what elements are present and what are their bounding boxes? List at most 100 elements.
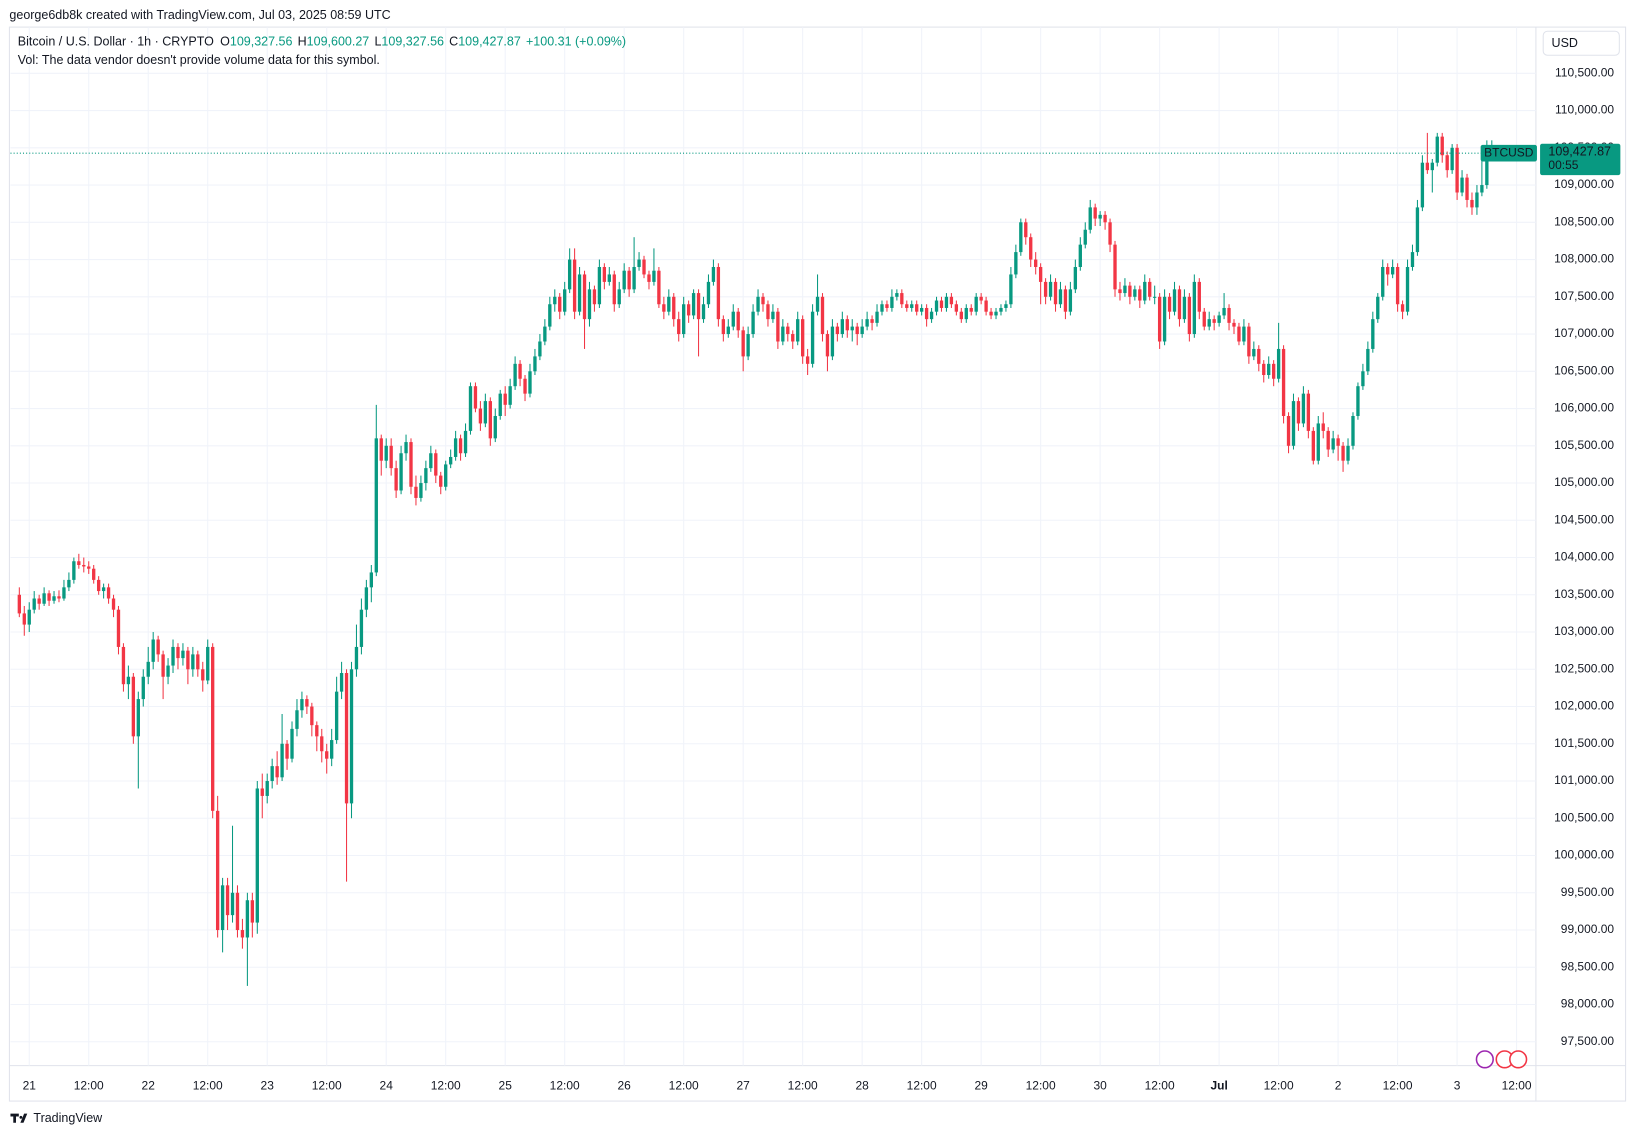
legend-key: O <box>220 35 230 49</box>
candle-body <box>1038 266 1043 282</box>
candle-body <box>1381 266 1385 297</box>
legend-value: 109,327.56 <box>230 35 293 49</box>
candle-body <box>1341 445 1345 461</box>
x-tick-label: 24 <box>380 1079 394 1093</box>
candle-body <box>1048 281 1053 297</box>
candle-body <box>344 673 349 804</box>
candle-body <box>240 930 245 938</box>
y-tick-label: 104,000.00 <box>1554 550 1614 564</box>
candle-body <box>528 371 532 394</box>
candle-body <box>677 319 681 335</box>
x-tick-label: 27 <box>737 1079 751 1093</box>
candle-body <box>1390 266 1395 275</box>
candle-body <box>558 296 562 312</box>
candle-body <box>518 363 522 379</box>
candle-body <box>96 579 101 592</box>
candle-body <box>915 304 919 312</box>
candle-body <box>860 326 864 335</box>
candle-body <box>1376 296 1380 320</box>
candle-body <box>67 579 71 588</box>
candle-body <box>1128 285 1132 297</box>
currency[interactable]: USD <box>1552 36 1578 50</box>
candle-body <box>1460 177 1464 193</box>
x-tick-label: 25 <box>499 1079 513 1093</box>
candle-body <box>939 300 944 308</box>
candle-body <box>548 304 552 327</box>
candle-body <box>791 334 795 342</box>
candle-body <box>1162 296 1167 342</box>
candle-body <box>409 442 413 487</box>
candle-body <box>275 766 279 778</box>
candle-body <box>32 598 36 610</box>
candle-body <box>379 438 383 461</box>
candle-body <box>800 319 805 357</box>
y-tick-label: 107,500.00 <box>1554 289 1614 303</box>
candle-body <box>230 892 235 916</box>
candle-body <box>885 304 889 308</box>
candle-body <box>265 781 269 796</box>
candle-body <box>1371 319 1375 349</box>
candle-body <box>1400 304 1405 312</box>
candle-body <box>92 568 96 580</box>
y-tick-label: 102,000.00 <box>1554 699 1614 713</box>
candle-body <box>543 326 547 342</box>
candle-body <box>62 587 66 599</box>
candle-body <box>156 639 160 655</box>
candle-body <box>1267 363 1271 376</box>
candle-body <box>1331 438 1335 450</box>
y-tick-label: 100,000.00 <box>1554 848 1614 862</box>
candle-body <box>919 307 924 312</box>
candle-body <box>171 646 175 666</box>
icon-alert[interactable] <box>1475 1050 1494 1069</box>
candle-body <box>989 311 993 316</box>
currency-button[interactable] <box>1542 30 1620 56</box>
candle-body <box>320 736 324 752</box>
icon-events[interactable] <box>1509 1050 1528 1069</box>
x-tick-label: 29 <box>974 1079 988 1093</box>
candle-body <box>1450 147 1454 171</box>
candle-body <box>810 311 815 364</box>
candle-body <box>270 766 274 782</box>
candle-body <box>781 326 785 342</box>
x-tick-label: 12:00 <box>1383 1079 1413 1093</box>
candle-body <box>1187 296 1192 335</box>
candle-body <box>617 289 621 305</box>
legend-line: Bitcoin / U.S. Dollar · 1h · CRYPTO O109,… <box>18 35 626 49</box>
candle-body <box>1475 192 1479 208</box>
y-tick-label: 106,000.00 <box>1554 401 1614 415</box>
y-tick-label: 107,000.00 <box>1554 326 1614 340</box>
candle-body <box>111 598 116 610</box>
candle-body <box>255 788 259 923</box>
candle-body <box>166 665 170 677</box>
candle-body <box>52 596 56 601</box>
candle-body <box>1321 423 1325 431</box>
x-tick-label: 12:00 <box>312 1079 342 1093</box>
y-tick-label: 110,000.00 <box>1555 103 1614 117</box>
candle-body <box>444 464 448 487</box>
candle-body <box>310 706 314 726</box>
candle-body <box>865 319 869 327</box>
candle-body <box>498 393 502 416</box>
candle-body <box>1425 162 1430 171</box>
candle-body <box>1361 371 1365 387</box>
candle-body <box>1306 393 1311 431</box>
candle-body <box>1113 244 1117 290</box>
price-tag-countdown: 00:55 <box>1548 158 1578 172</box>
candle-body <box>463 430 468 454</box>
candle-body <box>473 386 478 409</box>
x-tick-label: 30 <box>1093 1079 1107 1093</box>
candle-body <box>1237 326 1241 342</box>
candle-body <box>572 259 577 312</box>
price-tag-label: 109,427.87 <box>1548 144 1611 158</box>
candle-body <box>1053 281 1058 305</box>
candle-body <box>994 311 998 316</box>
x-tick-label: 3 <box>1454 1079 1461 1093</box>
candle-body <box>667 296 671 312</box>
candle-body <box>875 311 879 323</box>
candle-body <box>1420 162 1425 208</box>
candle-body <box>1252 348 1256 357</box>
legend-value: 109,327.56 <box>381 35 444 49</box>
price-tag <box>1540 143 1621 176</box>
candle-body <box>1098 214 1102 219</box>
